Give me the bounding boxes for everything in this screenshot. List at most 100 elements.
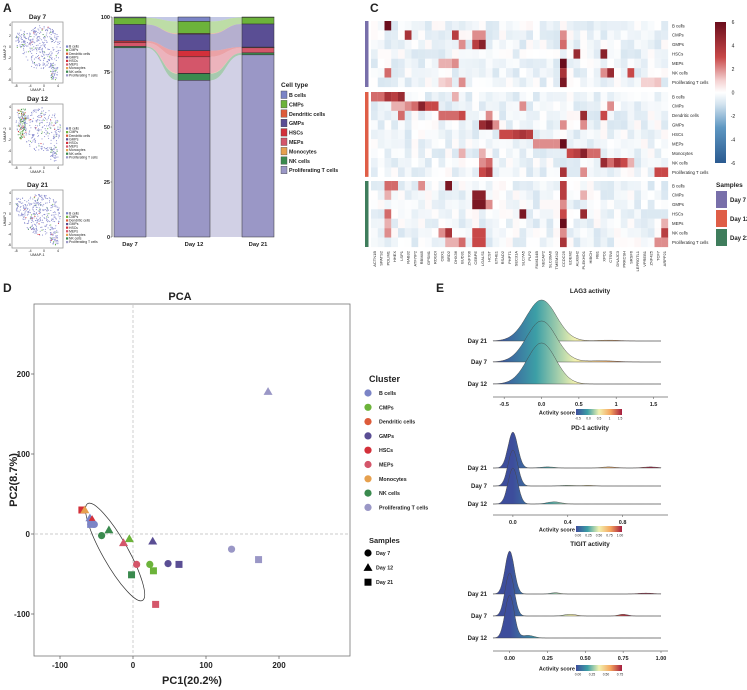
- umap-point: [29, 41, 31, 43]
- umap-y-tick: 0: [9, 45, 11, 49]
- umap-point: [32, 221, 34, 223]
- heatmap-cell: [492, 199, 500, 210]
- umap-point: [33, 61, 36, 64]
- umap-point: [51, 57, 53, 59]
- heatmap-cell: [641, 148, 648, 159]
- umap-point: [28, 39, 30, 41]
- umap-point: [21, 197, 24, 199]
- umap-point: [42, 56, 44, 58]
- heatmap-cell: [661, 58, 669, 69]
- umap-point: [41, 199, 43, 201]
- umap-point: [22, 202, 24, 204]
- umap-point: [47, 48, 49, 51]
- heatmap-cell: [391, 58, 399, 69]
- umap-point: [33, 217, 35, 219]
- umap-legend-swatch: [66, 138, 69, 141]
- umap-point: [28, 43, 30, 45]
- heatmap-cell: [647, 167, 655, 177]
- heatmap-cell: [404, 92, 412, 102]
- umap-point: [22, 205, 24, 207]
- umap-point: [34, 63, 36, 65]
- umap-point: [18, 201, 20, 203]
- row-label: B cells: [672, 94, 685, 99]
- umap-point: [50, 51, 52, 53]
- umap-point: [41, 147, 43, 149]
- heatmap-cell: [526, 68, 534, 78]
- umap-point: [41, 39, 43, 41]
- umap-point: [22, 108, 24, 110]
- umap-point: [43, 42, 45, 44]
- heatmap-row: [371, 158, 669, 168]
- heatmap-cell: [458, 101, 466, 111]
- heatmap-cell: [418, 39, 426, 50]
- heatmap-cell: [377, 49, 385, 59]
- heatmap-cell: [647, 129, 655, 140]
- umap-point: [21, 33, 23, 36]
- umap-point: [17, 32, 19, 34]
- heatmap-cell: [384, 158, 392, 168]
- umap-point: [27, 228, 29, 231]
- umap-point: [56, 235, 58, 237]
- bar-segment: [177, 21, 211, 34]
- umap-point: [56, 34, 58, 36]
- heatmap-cell: [479, 68, 486, 78]
- heatmap-cell: [519, 228, 527, 238]
- x-tick-label: 0.50: [580, 656, 591, 662]
- umap-legend-swatch: [66, 233, 69, 236]
- heatmap-cell: [580, 110, 588, 121]
- bar-segment: [113, 17, 147, 25]
- heatmap-cell: [479, 228, 486, 238]
- umap-point: [40, 220, 42, 222]
- umap-point: [21, 213, 23, 215]
- umap-point: [31, 228, 34, 230]
- umap-point: [51, 78, 53, 80]
- heatmap-cell: [560, 77, 567, 88]
- heatmap-cell: [431, 101, 439, 111]
- umap-point: [35, 209, 37, 211]
- heatmap-cell: [573, 218, 581, 229]
- umap-point: [39, 25, 41, 27]
- umap-point: [58, 134, 60, 136]
- gene-label: GPSM1: [426, 250, 431, 265]
- umap-point: [19, 209, 21, 211]
- legend-swatch: [280, 118, 288, 127]
- umap-point: [32, 227, 35, 229]
- umap-legend-label: Proliferating T cells: [69, 73, 98, 77]
- heatmap-cell: [519, 209, 527, 219]
- heatmap-cell: [485, 58, 493, 69]
- heatmap-cell: [641, 199, 648, 210]
- umap-point: [54, 244, 56, 246]
- colorbar-tick-label: 0: [732, 90, 735, 96]
- heatmap-cell: [411, 228, 419, 238]
- heatmap-cell: [580, 30, 588, 40]
- heatmap-cell: [445, 92, 453, 102]
- heatmap-cell: [614, 167, 621, 177]
- heatmap-cell: [472, 218, 480, 229]
- heatmap-cell: [445, 167, 453, 177]
- umap-point: [26, 226, 28, 229]
- umap-point: [49, 119, 52, 121]
- umap-point: [20, 122, 22, 124]
- heatmap-cell: [573, 68, 581, 78]
- umap-point: [47, 198, 49, 200]
- heatmap-cell: [452, 199, 459, 210]
- heatmap-cell: [418, 110, 426, 121]
- heatmap-cell: [566, 120, 574, 130]
- umap-point: [28, 36, 30, 38]
- umap-point: [19, 127, 21, 129]
- umap-point: [35, 52, 38, 55]
- umap-point: [30, 44, 32, 46]
- umap-point: [56, 230, 58, 232]
- umap-point: [54, 137, 56, 139]
- umap-point: [47, 61, 49, 63]
- heatmap-cell: [371, 190, 378, 200]
- row-label: B cells: [672, 23, 685, 28]
- umap-point: [38, 207, 40, 209]
- umap-point: [58, 212, 60, 214]
- umap-point: [41, 226, 43, 228]
- heatmap-cell: [627, 139, 635, 149]
- gene-label: HIBCH: [588, 251, 593, 264]
- colorbar-tick-label: 0.25: [589, 673, 596, 677]
- umap-point: [55, 50, 57, 53]
